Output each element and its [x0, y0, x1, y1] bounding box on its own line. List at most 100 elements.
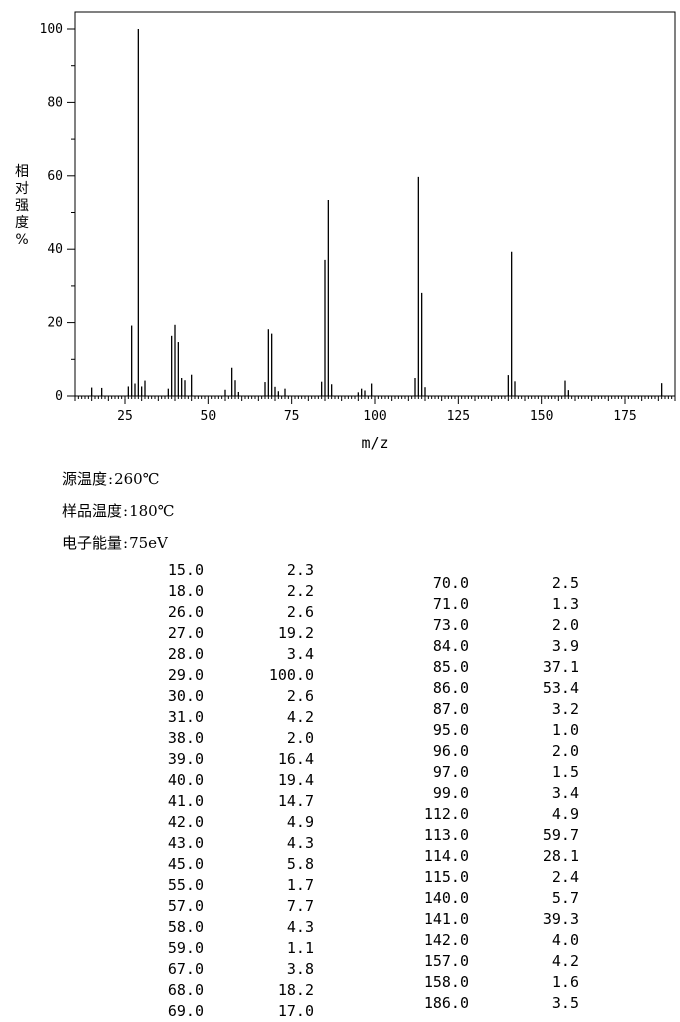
- peak-abundance: 1.7: [286, 876, 314, 894]
- peak-mz: 70.0: [432, 574, 469, 592]
- x-tick-label: 125: [447, 409, 470, 424]
- peak-table-left: 15.0 2.3 18.0 2.2 26.0 2.6 27.0 19.2 28.0 3.4 29.0…: [152, 560, 314, 1022]
- peak-mz: 42.0: [167, 813, 204, 831]
- peak-abundance: 3.2: [551, 700, 579, 718]
- peak-mz: 71.0: [432, 595, 469, 613]
- peak-row: 112.0 4.9: [417, 804, 579, 825]
- peak-mz: 38.0: [167, 729, 204, 747]
- peak-mz: 40.0: [167, 771, 204, 789]
- electron-energy-label: 电子能量: [62, 534, 123, 552]
- peak-abundance: 1.5: [551, 763, 579, 781]
- peak-row: 71.0 1.3: [417, 594, 579, 615]
- peak-row: 40.0 19.4: [152, 770, 314, 791]
- peak-mz: 69.0: [167, 1002, 204, 1020]
- peak-mz: 115.0: [423, 868, 469, 886]
- peak-abundance: 2.2: [286, 582, 314, 600]
- y-axis-label-char: %: [15, 232, 29, 248]
- peak-mz: 112.0: [423, 805, 469, 823]
- peak-mz: 142.0: [423, 931, 469, 949]
- x-tick-label: 100: [363, 409, 386, 424]
- peak-row: 70.0 2.5: [417, 573, 579, 594]
- sample-temperature: 样品温度:180℃: [62, 502, 175, 520]
- peak-abundance: 19.2: [277, 624, 314, 642]
- peak-mz: 59.0: [167, 939, 204, 957]
- peak-row: 15.0 2.3: [152, 560, 314, 581]
- peak-row: 41.0 14.7: [152, 791, 314, 812]
- peak-mz: 97.0: [432, 763, 469, 781]
- peak-row: 29.0 100.0: [152, 665, 314, 686]
- peak-row: 57.0 7.7: [152, 896, 314, 917]
- peak-row: 95.0 1.0: [417, 720, 579, 741]
- peak-row: 18.0 2.2: [152, 581, 314, 602]
- y-tick-label: 40: [47, 242, 63, 257]
- peak-mz: 29.0: [167, 666, 204, 684]
- peak-row: 140.0 5.7: [417, 888, 579, 909]
- peak-abundance: 4.2: [286, 708, 314, 726]
- electron-energy: 电子能量:75eV: [62, 534, 168, 552]
- peak-abundance: 4.2: [551, 952, 579, 970]
- sample-temp-value: 180℃: [129, 502, 175, 520]
- y-axis-label-char: 度: [15, 215, 29, 231]
- peak-row: 87.0 3.2: [417, 699, 579, 720]
- x-tick-label: 150: [530, 409, 553, 424]
- peak-abundance: 28.1: [542, 847, 579, 865]
- peak-row: 43.0 4.3: [152, 833, 314, 854]
- peak-row: 186.0 3.5: [417, 993, 579, 1014]
- peak-mz: 99.0: [432, 784, 469, 802]
- peak-abundance: 4.3: [286, 834, 314, 852]
- x-tick-label: 175: [613, 409, 636, 424]
- peak-mz: 84.0: [432, 637, 469, 655]
- plot-frame: [74, 11, 676, 397]
- peak-abundance: 5.7: [551, 889, 579, 907]
- peak-mz: 55.0: [167, 876, 204, 894]
- peak-row: 85.0 37.1: [417, 657, 579, 678]
- peak-row: 42.0 4.9: [152, 812, 314, 833]
- peak-row: 69.0 17.0: [152, 1001, 314, 1022]
- spectrum-peaks: [91, 29, 663, 396]
- peak-row: 27.0 19.2: [152, 623, 314, 644]
- peak-row: 86.0 53.4: [417, 678, 579, 699]
- peak-row: 158.0 1.6: [417, 972, 579, 993]
- peak-abundance: 2.6: [286, 687, 314, 705]
- peak-abundance: 4.9: [286, 813, 314, 831]
- peak-row: 55.0 1.7: [152, 875, 314, 896]
- peak-mz: 30.0: [167, 687, 204, 705]
- peak-mz: 31.0: [167, 708, 204, 726]
- peak-row: 38.0 2.0: [152, 728, 314, 749]
- peak-mz: 15.0: [167, 561, 204, 579]
- peak-row: 97.0 1.5: [417, 762, 579, 783]
- peak-mz: 43.0: [167, 834, 204, 852]
- peak-row: 96.0 2.0: [417, 741, 579, 762]
- peak-abundance: 100.0: [268, 666, 314, 684]
- peak-mz: 67.0: [167, 960, 204, 978]
- peak-abundance: 2.3: [286, 561, 314, 579]
- peak-abundance: 1.6: [551, 973, 579, 991]
- peak-table-right: 70.0 2.5 71.0 1.3 73.0 2.0 84.0 3.9 85.0 37.1 86.0…: [417, 573, 579, 1014]
- peak-mz: 27.0: [167, 624, 204, 642]
- peak-mz: 39.0: [167, 750, 204, 768]
- y-tick-label: 60: [47, 169, 63, 184]
- peak-abundance: 14.7: [277, 792, 314, 810]
- peak-row: 114.0 28.1: [417, 846, 579, 867]
- peak-abundance: 3.4: [551, 784, 579, 802]
- peak-mz: 186.0: [423, 994, 469, 1012]
- x-tick-label: 50: [201, 409, 217, 424]
- y-axis-ticks: 0 20 40 60 80 100: [40, 22, 75, 404]
- peak-abundance: 17.0: [277, 1002, 314, 1020]
- peak-row: 45.0 5.8: [152, 854, 314, 875]
- y-axis-label-char: 对: [15, 181, 29, 197]
- mass-spectrum-chart: 0 20 40 60 80 100 25 50 75 100 125 150 175 m/z: [40, 11, 676, 452]
- peak-mz: 113.0: [423, 826, 469, 844]
- peak-mz: 68.0: [167, 981, 204, 999]
- x-tick-label: 25: [117, 409, 133, 424]
- peak-mz: 57.0: [167, 897, 204, 915]
- source-temp-label: 源温度: [62, 470, 108, 488]
- peak-abundance: 59.7: [542, 826, 579, 844]
- peak-abundance: 1.3: [551, 595, 579, 613]
- peak-mz: 41.0: [167, 792, 204, 810]
- peak-abundance: 3.9: [551, 637, 579, 655]
- peak-row: 26.0 2.6: [152, 602, 314, 623]
- peak-mz: 26.0: [167, 603, 204, 621]
- peak-mz: 140.0: [423, 889, 469, 907]
- peak-abundance: 3.4: [286, 645, 314, 663]
